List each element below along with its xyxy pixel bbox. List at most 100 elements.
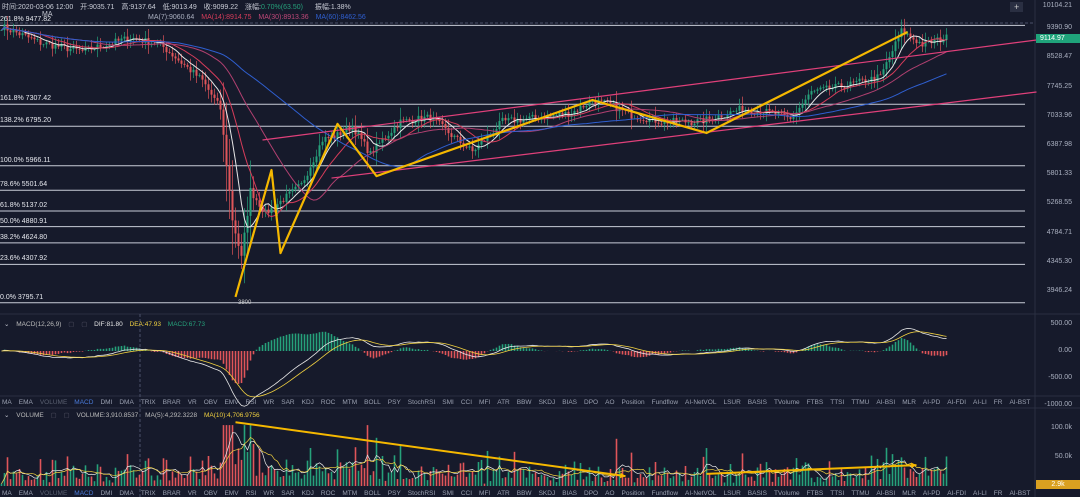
indicator-tab-mtm[interactable]: MTM <box>342 490 358 497</box>
indicator-tab-ai-li[interactable]: AI-LI <box>973 399 987 406</box>
plus-icon[interactable]: + <box>1010 2 1024 12</box>
volume-title[interactable]: VOLUME <box>16 412 44 419</box>
indicator-tab-bbw[interactable]: BBW <box>516 490 532 497</box>
indicator-tab-ai-netvol[interactable]: AI-NetVOL <box>685 490 717 497</box>
indicator-tab-ai-bst[interactable]: AI-BST <box>1009 490 1031 497</box>
indicator-tab-position[interactable]: Position <box>621 490 645 497</box>
indicator-tab-dma[interactable]: DMA <box>119 399 134 406</box>
collapse-icon[interactable]: ⌄ <box>4 321 10 328</box>
indicator-tab-obv[interactable]: OBV <box>203 399 218 406</box>
indicator-tab-trix[interactable]: TRIX <box>140 490 156 497</box>
indicator-tab-ao[interactable]: AO <box>605 490 615 497</box>
indicator-tab-volume[interactable]: VOLUME <box>39 490 68 497</box>
settings-icon[interactable]: ▢ <box>68 321 75 328</box>
indicator-tab-vr[interactable]: VR <box>187 399 197 406</box>
indicator-tab-macd[interactable]: MACD <box>74 490 94 497</box>
indicator-tab-bbw[interactable]: BBW <box>516 399 532 406</box>
indicator-tab-dma[interactable]: DMA <box>119 490 134 497</box>
indicator-tab-mtm[interactable]: MTM <box>342 399 358 406</box>
indicator-tab-emv[interactable]: EMV <box>224 399 239 406</box>
indicator-tab-roc[interactable]: ROC <box>320 490 336 497</box>
indicator-tab-rsi[interactable]: RSI <box>245 490 257 497</box>
indicator-tab-ai-li[interactable]: AI-LI <box>973 490 987 497</box>
indicator-tab-macd[interactable]: MACD <box>74 399 94 406</box>
indicator-tab-ma[interactable]: MA <box>2 399 12 406</box>
indicator-tab-ai-pd[interactable]: AI-PD <box>922 490 941 497</box>
indicator-tab-ttsi[interactable]: TTSI <box>830 399 845 406</box>
indicator-tab-wr[interactable]: WR <box>263 490 275 497</box>
indicator-tab-volume[interactable]: VOLUME <box>39 399 68 406</box>
indicator-tab-psy[interactable]: PSY <box>387 490 401 497</box>
collapse-icon[interactable]: ⌄ <box>4 412 10 419</box>
indicator-tab-tvolume[interactable]: TVolume <box>773 399 800 406</box>
indicator-tab-fr[interactable]: FR <box>993 399 1003 406</box>
indicator-tab-atr[interactable]: ATR <box>497 399 510 406</box>
indicator-tab-rsi[interactable]: RSI <box>245 399 257 406</box>
indicator-tab-dpo[interactable]: DPO <box>584 399 599 406</box>
indicator-tab-sar[interactable]: SAR <box>281 490 295 497</box>
indicator-tab-wr[interactable]: WR <box>263 399 275 406</box>
indicator-tab-position[interactable]: Position <box>621 399 645 406</box>
indicator-tab-ftbs[interactable]: FTBS <box>806 490 824 497</box>
indicator-tab-stochrsi[interactable]: StochRSI <box>407 490 436 497</box>
indicator-tab-lsur[interactable]: LSUR <box>723 490 741 497</box>
indicator-tab-ai-fdi[interactable]: AI-FDI <box>947 399 967 406</box>
indicator-tab-mlr[interactable]: MLR <box>902 490 916 497</box>
indicator-tab-basis[interactable]: BASIS <box>747 490 767 497</box>
macd-title[interactable]: MACD(12,26,9) <box>16 321 62 328</box>
indicator-tab-ai-bsi[interactable]: AI-BSI <box>876 490 896 497</box>
indicator-tab-cci[interactable]: CCI <box>460 399 473 406</box>
indicator-tab-ai-bst[interactable]: AI-BST <box>1009 399 1031 406</box>
ma-label[interactable]: MA <box>42 11 53 18</box>
indicator-tab-bias[interactable]: BIAS <box>562 490 578 497</box>
indicator-tab-sar[interactable]: SAR <box>281 399 295 406</box>
indicator-tab-ai-netvol[interactable]: AI-NetVOL <box>685 399 717 406</box>
indicator-tab-ttmu[interactable]: TTMU <box>851 399 870 406</box>
indicator-tab-skdj[interactable]: SKDJ <box>538 490 556 497</box>
indicator-tab-trix[interactable]: TRIX <box>140 399 156 406</box>
indicator-tab-bias[interactable]: BIAS <box>562 399 578 406</box>
indicator-tab-stochrsi[interactable]: StochRSI <box>407 399 436 406</box>
indicator-tab-dmi[interactable]: DMI <box>100 490 113 497</box>
indicator-tab-dmi[interactable]: DMI <box>100 399 113 406</box>
indicator-tab-ai-pd[interactable]: AI-PD <box>922 399 941 406</box>
indicator-tab-ttmu[interactable]: TTMU <box>851 490 870 497</box>
indicator-tab-cci[interactable]: CCI <box>460 490 473 497</box>
indicator-tab-brar[interactable]: BRAR <box>162 399 181 406</box>
indicator-tab-basis[interactable]: BASIS <box>747 399 767 406</box>
indicator-tab-mfi[interactable]: MFI <box>479 490 491 497</box>
indicator-tab-boll[interactable]: BOLL <box>364 490 381 497</box>
indicator-tab-vr[interactable]: VR <box>187 490 197 497</box>
indicator-tab-smi[interactable]: SMI <box>442 490 454 497</box>
indicator-tab-fr[interactable]: FR <box>993 490 1003 497</box>
indicator-tab-mlr[interactable]: MLR <box>902 399 916 406</box>
indicator-tab-mfi[interactable]: MFI <box>479 399 491 406</box>
indicator-tab-ai-fdi[interactable]: AI-FDI <box>947 490 967 497</box>
indicator-tab-skdj[interactable]: SKDJ <box>538 399 556 406</box>
indicator-tab-emv[interactable]: EMV <box>224 490 239 497</box>
indicator-tab-ttsi[interactable]: TTSI <box>830 490 845 497</box>
indicator-tab-ma[interactable]: MA <box>2 490 12 497</box>
indicator-tab-kdj[interactable]: KDJ <box>301 490 314 497</box>
indicator-tab-obv[interactable]: OBV <box>203 490 218 497</box>
indicator-tab-fundflow[interactable]: Fundflow <box>651 399 679 406</box>
indicator-tab-boll[interactable]: BOLL <box>364 399 381 406</box>
indicator-tab-lsur[interactable]: LSUR <box>723 399 741 406</box>
indicator-tab-kdj[interactable]: KDJ <box>301 399 314 406</box>
indicator-tab-dpo[interactable]: DPO <box>584 490 599 497</box>
close-icon[interactable]: ▢ <box>81 321 88 328</box>
indicator-tab-ai-bsi[interactable]: AI-BSI <box>876 399 896 406</box>
indicator-tab-tvolume[interactable]: TVolume <box>773 490 800 497</box>
indicator-tab-ema[interactable]: EMA <box>18 490 33 497</box>
indicator-tab-ftbs[interactable]: FTBS <box>806 399 824 406</box>
indicator-tab-roc[interactable]: ROC <box>320 399 336 406</box>
close-icon[interactable]: ▢ <box>63 412 70 419</box>
indicator-tab-brar[interactable]: BRAR <box>162 490 181 497</box>
settings-icon[interactable]: ▢ <box>50 412 57 419</box>
indicator-tab-atr[interactable]: ATR <box>497 490 510 497</box>
indicator-tab-psy[interactable]: PSY <box>387 399 401 406</box>
indicator-tab-fundflow[interactable]: Fundflow <box>651 490 679 497</box>
indicator-tab-ema[interactable]: EMA <box>18 399 33 406</box>
indicator-tab-smi[interactable]: SMI <box>442 399 454 406</box>
